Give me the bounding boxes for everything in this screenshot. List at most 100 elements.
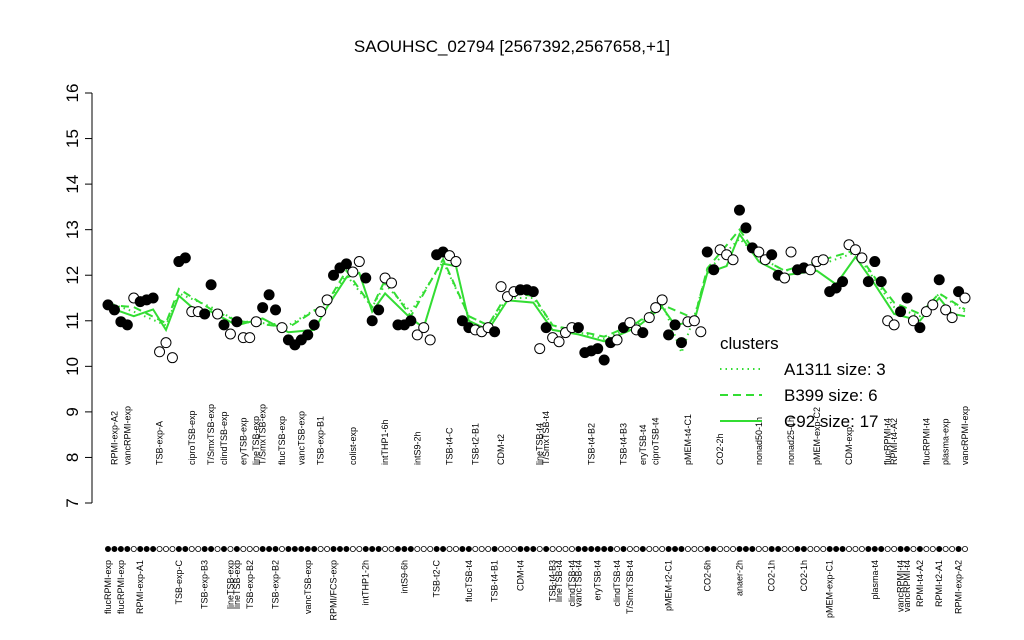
sample-label: TSB-t4-B3: [548, 560, 558, 602]
sample-dot: [491, 546, 498, 553]
sample-dot: [865, 546, 872, 553]
data-point: [456, 315, 468, 327]
data-point: [695, 326, 707, 338]
data-point: [199, 308, 211, 320]
data-point: [424, 334, 436, 346]
sample-label: vancTSB-exp: [303, 560, 313, 614]
sample-label: T/SmxTSB-exp: [258, 404, 268, 465]
sample-dot: [749, 546, 756, 553]
sample-label: colist-exp: [348, 427, 358, 465]
y-tick-label: 7: [63, 498, 82, 507]
sample-dot: [124, 546, 131, 553]
sample-dot: [162, 546, 169, 553]
legend-title: clusters: [720, 334, 779, 353]
sample-label: TSB-t4-C: [445, 427, 455, 465]
sample-dot: [568, 546, 575, 553]
sample-dot: [330, 546, 337, 553]
data-point: [650, 302, 662, 314]
sample-label: pMEM-t4-C1: [683, 414, 693, 465]
sample-dot: [575, 546, 582, 553]
sample-dot: [433, 546, 440, 553]
data-point: [624, 317, 636, 329]
data-point: [263, 289, 275, 301]
sample-label: anaer-2h: [734, 560, 744, 596]
sample-label: ciproTSB-t4: [651, 417, 661, 465]
sample-dot: [910, 546, 917, 553]
sample-label: TSB-exp-C: [174, 560, 184, 605]
legend-label: C92 size: 17: [784, 412, 879, 431]
sample-dot: [401, 546, 408, 553]
data-point: [688, 315, 700, 327]
sample-dot: [472, 546, 479, 553]
sample-dot: [852, 546, 859, 553]
cluster-line: [107, 237, 966, 356]
sample-dot: [781, 546, 788, 553]
sample-label: T/SmxTSB-t4: [541, 411, 551, 465]
sample-label: flucRPMI-exp: [103, 560, 113, 614]
data-point: [270, 304, 282, 316]
data-point: [244, 332, 256, 344]
data-point: [450, 256, 462, 268]
sample-dot: [620, 546, 627, 553]
sample-label: vancRPMI-exp: [960, 406, 970, 465]
sample-dot: [517, 546, 524, 553]
sample-dot: [768, 546, 775, 553]
sample-dot: [195, 546, 202, 553]
data-point: [933, 274, 945, 286]
sample-dot: [427, 546, 434, 553]
data-point: [733, 204, 745, 216]
sample-dot: [485, 546, 492, 553]
sample-dot: [730, 546, 737, 553]
sample-dot: [504, 546, 511, 553]
sample-label: TSB-t4-B3: [618, 423, 628, 465]
data-point: [231, 316, 243, 328]
legend-label: B399 size: 6: [784, 386, 878, 405]
sample-dot: [936, 546, 943, 553]
sample-dot: [259, 546, 266, 553]
sample-dot: [652, 546, 659, 553]
sample-dot: [523, 546, 530, 553]
data-point: [360, 272, 372, 284]
data-point: [257, 302, 269, 314]
sample-dot: [871, 546, 878, 553]
sample-label: eryTSB-t4: [593, 560, 603, 601]
sample-dot: [607, 546, 614, 553]
y-tick-label: 16: [63, 84, 82, 103]
data-point: [315, 306, 327, 318]
sample-dot: [510, 546, 517, 553]
sample-dot: [446, 546, 453, 553]
sample-label: CO2-1h: [767, 560, 777, 592]
sample-label: pMEM-exp-C1: [825, 560, 835, 618]
sample-dot: [414, 546, 421, 553]
sample-dot: [375, 546, 382, 553]
data-point: [875, 276, 887, 288]
sample-label: TSB-t2-C: [432, 560, 442, 598]
sample-dot: [214, 546, 221, 553]
sample-dot: [601, 546, 608, 553]
data-point: [837, 276, 849, 288]
sample-label: lineTSB-exp: [251, 416, 261, 465]
data-point: [920, 306, 932, 318]
sample-label: pMEM-t2-C1: [664, 560, 674, 611]
data-point: [540, 322, 552, 334]
sample-label: lineTSB-t4: [535, 423, 545, 465]
sample-dot: [594, 546, 601, 553]
data-point: [656, 294, 668, 306]
sample-dot: [156, 546, 163, 553]
sample-dot: [298, 546, 305, 553]
sample-dot: [220, 546, 227, 553]
data-point: [830, 282, 842, 294]
sample-dot: [775, 546, 782, 553]
sample-label: nonad25-1h: [786, 417, 796, 465]
data-point: [572, 322, 584, 334]
sample-label: RPMI-t4-A2: [889, 418, 899, 465]
sample-dot: [150, 546, 157, 553]
sample-dot: [742, 546, 749, 553]
data-point: [553, 336, 565, 348]
data-point: [534, 343, 546, 355]
sample-dot: [955, 546, 962, 553]
sample-label: vancTSB-t4: [573, 560, 583, 607]
data-point: [856, 252, 868, 264]
sample-dot: [800, 546, 807, 553]
sample-dot: [478, 546, 485, 553]
